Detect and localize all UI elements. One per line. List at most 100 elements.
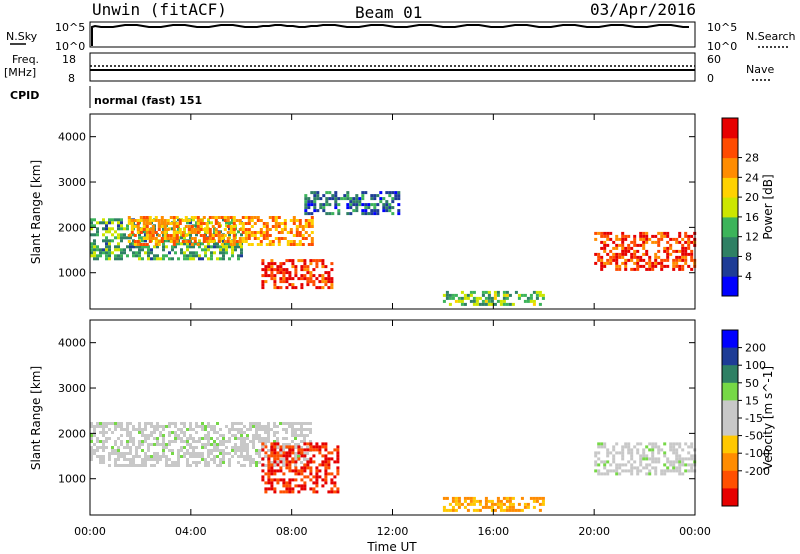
echo-cell — [282, 271, 286, 275]
echo-cell — [681, 246, 685, 250]
echo-cell — [258, 422, 261, 425]
echo-cell — [675, 264, 679, 268]
echo-cell — [265, 243, 269, 246]
echo-cell — [90, 452, 93, 455]
echo-cell — [687, 234, 691, 238]
echo-cell — [639, 237, 643, 241]
echo-cell — [618, 463, 622, 467]
echo-cell — [499, 508, 503, 512]
echo-cell — [603, 460, 607, 464]
echo-cell — [138, 425, 141, 428]
echo-cell — [300, 472, 304, 476]
echo-cell — [325, 191, 329, 195]
echo-cell — [600, 261, 604, 265]
echo-cell — [201, 443, 204, 446]
echo-cell — [270, 259, 274, 263]
echo-cell — [111, 221, 114, 225]
echo-cell — [324, 457, 328, 461]
echo-cell — [297, 445, 301, 449]
echo-cell — [330, 481, 334, 485]
echo-cell — [315, 448, 319, 452]
echo-cell — [165, 245, 168, 249]
echo-cell — [321, 454, 325, 458]
echo-cell — [222, 452, 225, 455]
echo-cell — [160, 225, 164, 228]
echo-cell — [159, 443, 162, 446]
echo-cell — [102, 251, 105, 255]
echo-cell — [129, 245, 132, 249]
echo-cell — [249, 422, 252, 425]
echo-cell — [192, 449, 195, 452]
echo-cell — [648, 261, 652, 265]
echo-cell — [219, 449, 222, 452]
echo-cell — [294, 422, 297, 425]
echo-cell — [337, 197, 341, 201]
echo-cell — [259, 231, 263, 234]
echo-cell — [285, 268, 289, 272]
echo-cell — [186, 254, 189, 258]
x-tick-label: 04:00 — [175, 525, 207, 538]
echo-cell — [612, 445, 616, 449]
echo-cell — [279, 445, 283, 449]
echo-cell — [487, 293, 491, 297]
echo-cell — [624, 264, 628, 268]
echo-cell — [166, 234, 170, 237]
echo-cell — [642, 243, 646, 247]
echo-cell — [627, 243, 631, 247]
echo-cell — [267, 268, 271, 272]
echo-cell — [144, 458, 147, 461]
echo-cell — [472, 290, 476, 294]
echo-cell — [193, 228, 197, 231]
echo-cell — [177, 437, 180, 440]
echo-cell — [181, 240, 185, 243]
echo-cell — [304, 197, 308, 201]
nsky-tick-top: 10^5 — [55, 21, 85, 34]
echo-cell — [255, 431, 258, 434]
echo-cell — [630, 258, 634, 262]
echo-cell — [144, 440, 147, 443]
echo-cell — [133, 240, 137, 243]
echo-cell — [241, 222, 245, 225]
echo-cell — [594, 237, 598, 241]
echo-cell — [316, 197, 320, 201]
echo-cell — [174, 425, 177, 428]
echo-cell — [240, 437, 243, 440]
echo-cell — [157, 243, 161, 246]
echo-cell — [186, 221, 189, 225]
echo-cell — [282, 454, 286, 458]
echo-cell — [195, 431, 198, 434]
echo-cell — [144, 230, 147, 234]
echo-cell — [663, 234, 667, 238]
echo-cell — [264, 431, 267, 434]
echo-cell — [132, 461, 135, 464]
echo-cell — [162, 449, 165, 452]
echo-cell — [343, 197, 347, 201]
echo-cell — [324, 475, 328, 479]
echo-cell — [654, 460, 658, 464]
echo-cell — [600, 246, 604, 250]
echo-cell — [210, 254, 213, 258]
echo-cell — [168, 239, 171, 243]
echo-cell — [249, 461, 252, 464]
echo-cell — [102, 233, 105, 237]
echo-cell — [192, 428, 195, 431]
echo-cell — [532, 299, 536, 303]
echo-cell — [117, 218, 120, 222]
echo-cell — [271, 216, 275, 219]
echo-cell — [292, 222, 296, 225]
echo-cell — [630, 252, 634, 256]
echo-cell — [105, 257, 108, 261]
echo-cell — [114, 443, 117, 446]
echo-cell — [600, 472, 604, 476]
echo-cell — [529, 496, 533, 500]
echo-cell — [216, 437, 219, 440]
y-tick-label: 3000 — [58, 176, 86, 189]
echo-cell — [265, 231, 269, 234]
echo-cell — [231, 251, 234, 255]
echo-cell — [147, 437, 150, 440]
echo-cell — [291, 490, 295, 494]
echo-cell — [300, 422, 303, 425]
echo-cell — [264, 443, 267, 446]
echo-cell — [681, 249, 685, 253]
echo-cell — [99, 458, 102, 461]
